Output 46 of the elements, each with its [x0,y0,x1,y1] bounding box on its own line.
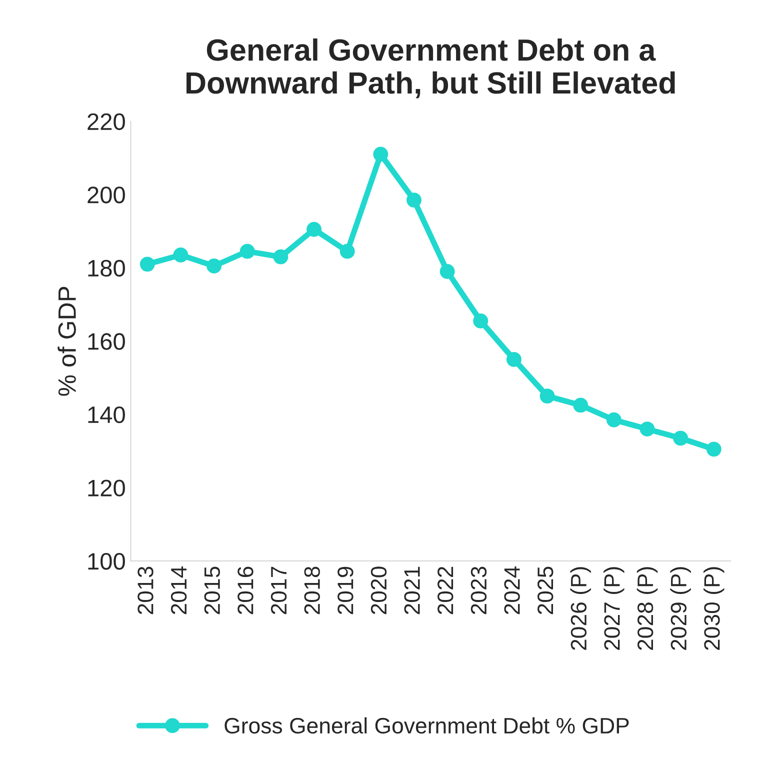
x-tick-label: 2023 [470,566,487,614]
x-tick-label: 2014 [170,566,187,614]
x-tick-label: 2018 [304,566,320,614]
x-tick-label: 2019 [338,566,354,614]
y-tick-label: 160 [88,333,125,350]
x-tick-label: 2030 (P) [704,567,724,650]
x-tick-label: 2028 (P) [636,567,658,650]
x-tick-label: 2020 [370,566,387,614]
x-tick-label: 2026 (P) [570,567,591,650]
point [573,398,588,413]
x-tick-label: 2025 [538,566,554,614]
x-tick-label: 2016 [238,566,254,614]
point [340,244,355,259]
point [673,430,688,446]
point [540,388,555,404]
y-tick-label: 200 [88,186,125,204]
point [606,412,622,428]
legend-label: Gross General Government Debt % GDP [224,717,629,734]
y-tick-label: 220 [88,113,125,130]
y-tick-label: 140 [88,406,125,424]
y-axis-title: % of GDP [58,286,76,396]
point [206,258,222,274]
point [440,264,455,279]
x-tick-label: 2022 [438,566,454,614]
y-tick-label: 120 [88,480,125,496]
point [373,146,388,162]
point [173,248,188,262]
point [506,352,522,367]
x-tick-label: 2021 [404,566,420,614]
point [140,256,155,272]
point [240,244,255,259]
y-tick-label: 100 [88,552,125,570]
point [406,192,422,208]
point [273,249,288,264]
x-tick-label: 2015 [204,566,220,614]
chart-title: General Government Debt on a Downward Path, but Still Elevated [186,38,675,98]
x-tick-label: 2017 [270,566,287,614]
y-tick-label: 180 [88,260,125,277]
point [473,313,488,328]
x-tick-label: 2029 (P) [670,567,691,650]
x-tick-label: 2027 (P) [604,567,624,650]
point [306,222,322,237]
point [706,442,722,457]
point [640,422,655,436]
x-tick-label: 2024 [504,566,520,614]
x-tick-label: 2013 [138,566,154,614]
